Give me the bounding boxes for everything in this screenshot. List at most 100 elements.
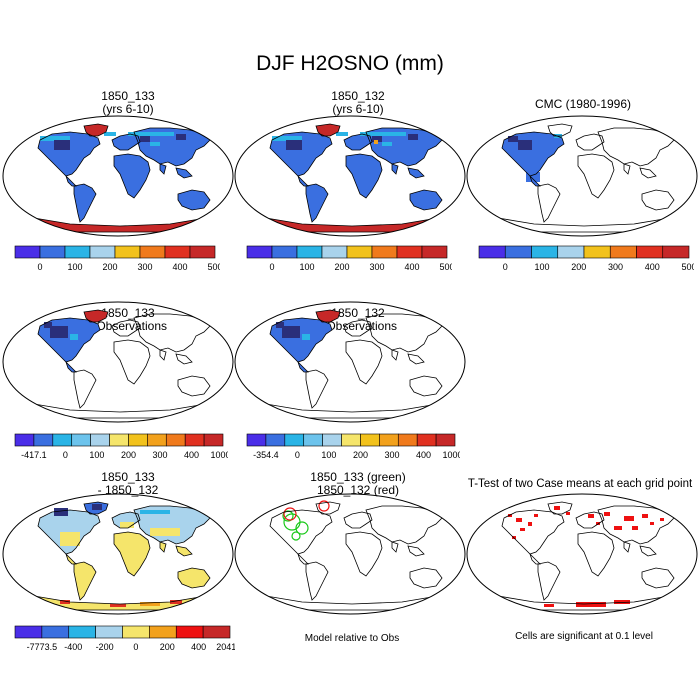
panel-title-ttest: T-Test of two Case means at each grid po…: [460, 478, 700, 491]
map-panel-ttest: [466, 493, 698, 615]
colorbar-tick-label: 100: [67, 262, 82, 272]
colorbar-swatch: [265, 433, 286, 447]
colorbar-tick-label: 300: [152, 450, 167, 460]
snow-patch-cyan: [336, 132, 348, 136]
colorbar-swatch: [379, 433, 399, 447]
coastline-ind: [391, 349, 399, 361]
colorbar-swatch: [175, 625, 204, 639]
snow-patch-deep: [408, 134, 418, 140]
land-fill-sa: [74, 562, 96, 600]
colorbar-tick-label: 0: [63, 450, 68, 460]
significant-cell: [614, 526, 622, 530]
snow-patch-deep: [176, 134, 186, 140]
colorbar-tick-label: 400: [184, 450, 199, 460]
colorbar-swatch: [397, 433, 418, 447]
coastline-seasia: [639, 167, 657, 179]
colorbar-tick-label: 200: [102, 262, 117, 272]
colorbar-swatch: [147, 433, 167, 447]
coastline-ind: [623, 163, 631, 175]
coastline-af: [113, 531, 151, 577]
significant-cell: [632, 526, 638, 530]
coastline-au: [641, 189, 675, 211]
colorbar-tick-label: 10000: [210, 450, 228, 460]
land-fill-gr: [84, 310, 108, 322]
panel-title-line2: 1850_132 (red): [316, 483, 400, 497]
figure-title: DJF H2OSNO (mm): [256, 52, 444, 75]
panel-title-line2: (yrs 6-10): [332, 102, 384, 116]
colorbar-tick-label: 200: [571, 262, 586, 272]
significant-cell: [534, 514, 538, 517]
coastline-ant: [33, 403, 207, 419]
colorbar-swatch: [114, 245, 141, 259]
land-fill-af: [346, 154, 382, 198]
significant-cell: [642, 514, 648, 518]
land-fill-eu: [344, 134, 372, 150]
colorbar-swatch: [90, 433, 110, 447]
land-fill-gr: [316, 310, 340, 322]
coastline-as: [365, 127, 443, 167]
land-fill-au: [178, 190, 210, 210]
panel-title-cmc: CMC (1980-1996): [463, 98, 700, 111]
coastline-as: [133, 127, 211, 167]
colorbar-swatch: [41, 625, 70, 639]
diff-patch-yellow: [150, 528, 180, 536]
coastline-ca: [297, 175, 309, 187]
significant-cell: [516, 518, 522, 522]
continent-outlines: [497, 501, 675, 611]
significant-cell: [508, 514, 512, 517]
snow-patch-deep: [54, 140, 70, 150]
map-clip-group: [497, 123, 675, 233]
colorbar-swatch: [271, 245, 298, 259]
colorbar-swatch: [39, 245, 66, 259]
colorbar-diff-obs-133: -417.1 0 100 200 300 400 10000: [14, 433, 228, 460]
colorbar-swatch: [636, 245, 664, 259]
colorbar-swatch: [202, 625, 231, 639]
coastline-ind: [391, 541, 399, 553]
significant-cell: [520, 528, 525, 531]
significant-cell: [588, 514, 594, 518]
coastline-ca: [297, 553, 309, 565]
colorbar-swatch: [504, 245, 532, 259]
panel-title-line1: T-Test of two Case means at each grid po…: [467, 478, 693, 490]
coastline-af: [577, 153, 615, 199]
coastline-ca: [65, 175, 77, 187]
coastline-gr: [315, 309, 341, 323]
colorbar-swatch: [149, 625, 177, 639]
coastline-eu: [111, 511, 141, 529]
colorbar-swatch: [284, 433, 305, 447]
diff-patch-red: [60, 600, 70, 604]
coastline-ind: [159, 541, 167, 553]
snow-patch-cyan: [360, 132, 406, 136]
contour-red: [318, 500, 330, 512]
diff-patch-deep: [44, 322, 52, 328]
land-fill-gr: [84, 124, 108, 136]
coastline-gr: [547, 123, 573, 137]
snow-patch-cyan: [40, 136, 70, 141]
contours-case132: [283, 500, 330, 521]
coastline-ca: [65, 361, 77, 373]
coastline-eu: [343, 511, 373, 529]
snow-patch-cyan: [382, 142, 392, 146]
map-border: [234, 493, 466, 615]
colorbar-tick-label: 300: [608, 262, 623, 272]
land-fill-ant: [266, 218, 438, 232]
colorbar-tick-label: 200: [121, 450, 136, 460]
coastline-sa: [73, 183, 97, 223]
coastline-au: [177, 375, 211, 397]
coastline-eu: [343, 319, 373, 337]
coastline-au: [409, 189, 443, 211]
land-fill-af: [114, 532, 150, 576]
coastline-ca: [297, 361, 309, 373]
note-significance: Cells are significant at 0.1 level: [515, 631, 653, 642]
map-border: [466, 493, 698, 615]
colorbar-tick-label: 400: [645, 262, 660, 272]
colorbar-swatch: [139, 245, 166, 259]
colorbar-tick-label: 200: [353, 450, 368, 460]
coastline-eu: [343, 133, 373, 151]
colorbar-tick-label: 0: [269, 262, 274, 272]
snow-patch-deep: [508, 136, 518, 142]
colorbar-tick-label: 400: [172, 262, 187, 272]
panel-title-case-diff: 1850_133 - 1850_132: [8, 471, 248, 497]
coastline-sa: [73, 369, 97, 409]
colorbar-swatch: [128, 433, 148, 447]
